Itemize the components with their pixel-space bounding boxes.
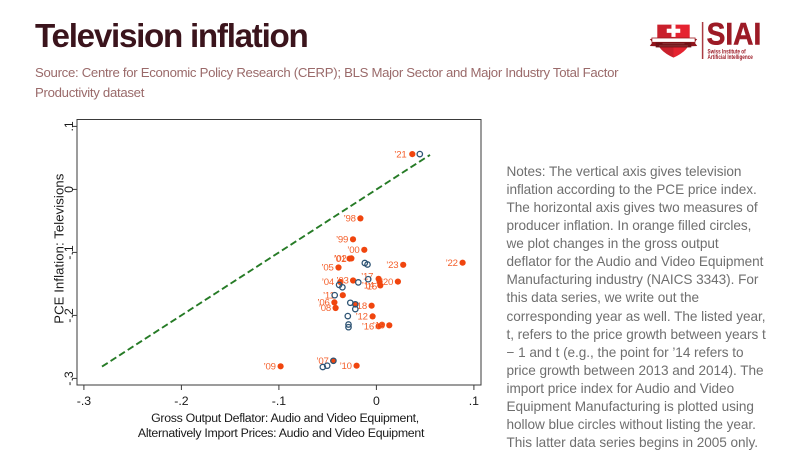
svg-text:’18: ’18 xyxy=(355,301,367,312)
svg-text:-.2: -.2 xyxy=(62,308,76,323)
svg-text:’16: ’16 xyxy=(362,322,374,333)
svg-text:’19: ’19 xyxy=(373,320,385,331)
svg-text:’15: ’15 xyxy=(365,282,377,293)
svg-text:’99: ’99 xyxy=(336,235,348,246)
svg-text:’02: ’02 xyxy=(334,254,346,265)
svg-text:-.3: -.3 xyxy=(77,394,92,408)
svg-text:’11: ’11 xyxy=(323,290,335,301)
svg-text:’98: ’98 xyxy=(344,214,356,225)
svg-text:’01: ’01 xyxy=(334,254,346,265)
svg-text:’20: ’20 xyxy=(381,277,393,288)
svg-text:-.1: -.1 xyxy=(62,245,76,260)
svg-text:0: 0 xyxy=(62,186,76,193)
svg-text:.1: .1 xyxy=(62,121,76,131)
svg-text:Swiss Institute of: Swiss Institute of xyxy=(708,49,746,56)
svg-text:Alternatively Import Prices: A: Alternatively Import Prices: Audio and V… xyxy=(138,426,425,440)
svg-text:’10: ’10 xyxy=(340,361,352,372)
svg-text:SIAI: SIAI xyxy=(707,17,762,52)
svg-text:’00: ’00 xyxy=(347,245,359,256)
svg-text:Gross Output Deflator: Audio a: Gross Output Deflator: Audio and Video E… xyxy=(151,411,419,425)
svg-text:.1: .1 xyxy=(469,394,479,408)
svg-text:’12: ’12 xyxy=(356,312,368,323)
svg-text:Artificial Intelligence: Artificial Intelligence xyxy=(708,54,753,61)
svg-text:’23: ’23 xyxy=(386,260,398,271)
svg-text:’08: ’08 xyxy=(319,303,331,314)
svg-text:-.2: -.2 xyxy=(174,394,189,408)
svg-text:-.3: -.3 xyxy=(62,371,76,386)
svg-text:-.1: -.1 xyxy=(272,394,287,408)
svg-text:’22: ’22 xyxy=(446,258,458,269)
svg-text:’06: ’06 xyxy=(317,298,329,309)
svg-text:’03: ’03 xyxy=(336,276,348,287)
svg-text:0: 0 xyxy=(373,394,380,408)
svg-text:’04: ’04 xyxy=(322,277,335,288)
svg-text:’07: ’07 xyxy=(316,356,328,367)
svg-text:PCE Inflation: Televisions: PCE Inflation: Televisions xyxy=(52,173,67,323)
svg-text:’21: ’21 xyxy=(394,149,406,160)
svg-text:’09: ’09 xyxy=(264,362,276,373)
svg-text:’05: ’05 xyxy=(321,263,333,274)
svg-text:’14: ’14 xyxy=(362,281,375,292)
